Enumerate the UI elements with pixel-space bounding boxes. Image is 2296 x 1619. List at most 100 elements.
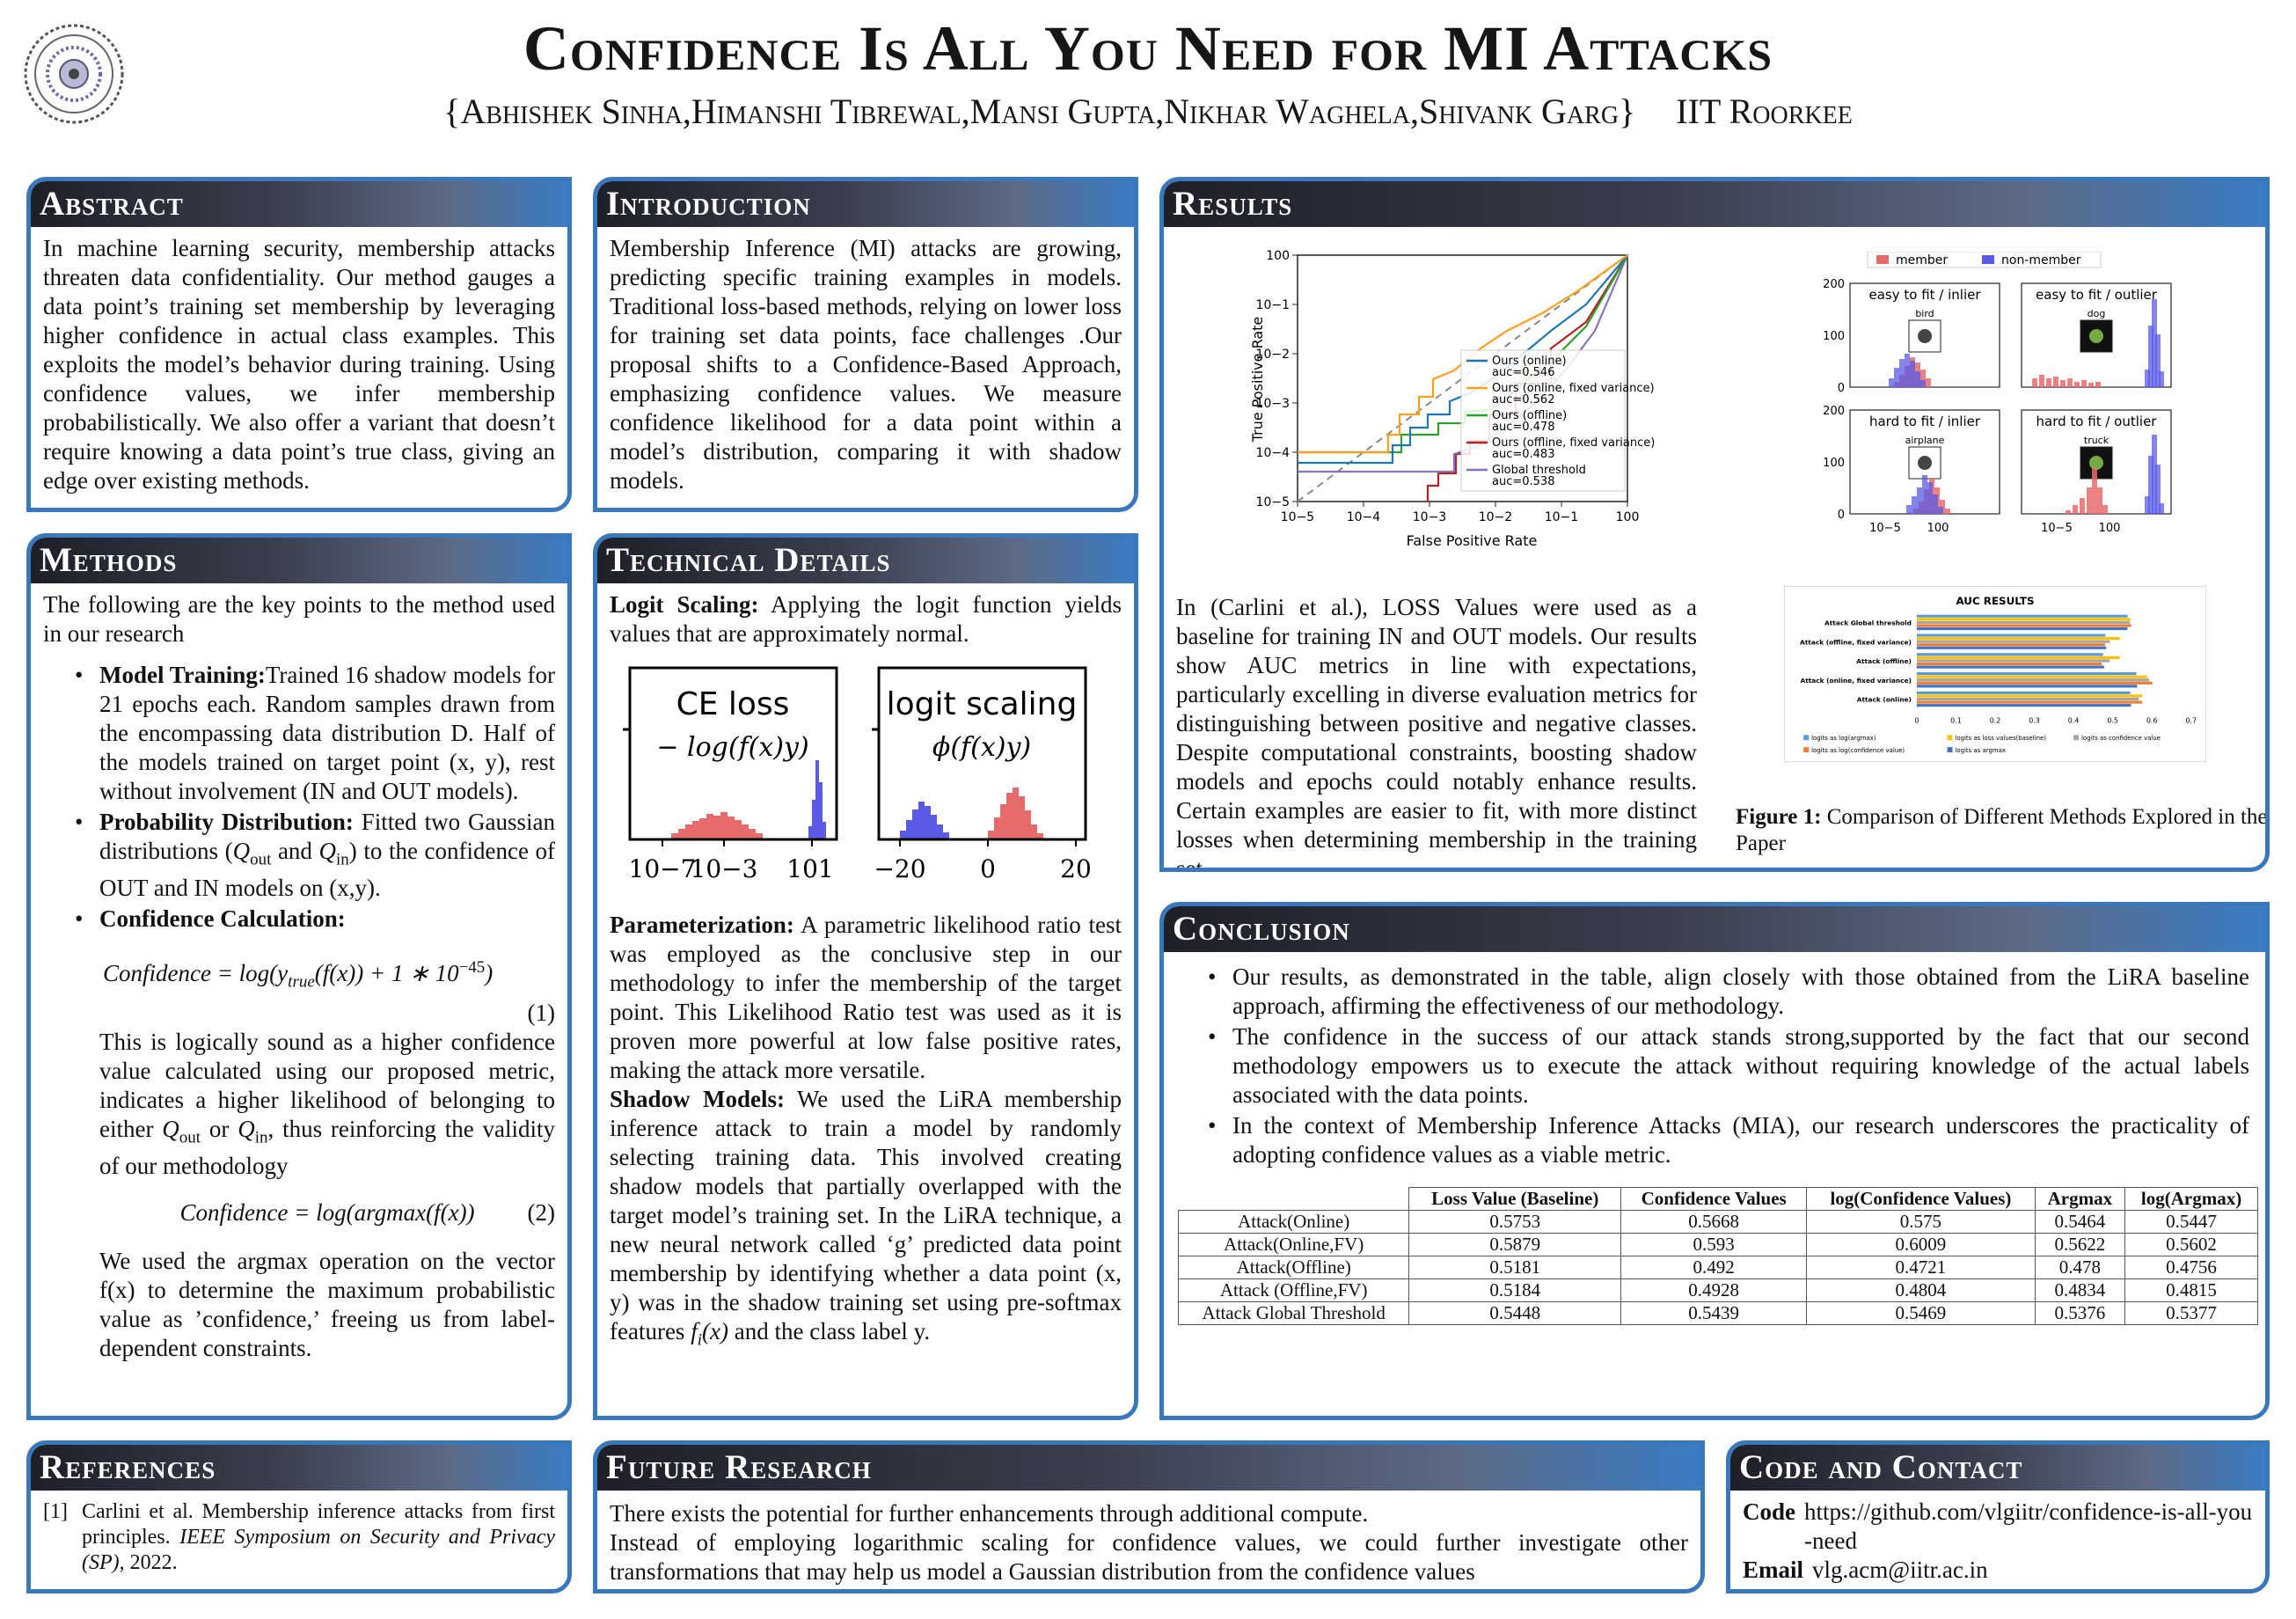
section-title: Methods	[31, 538, 567, 583]
email-row: Email vlg.acm@iitr.ac.in	[1743, 1557, 1988, 1583]
auc-bar	[1916, 697, 2139, 701]
results-table-wrap: Loss Value (Baseline) Confidence Values lo…	[1176, 1187, 2258, 1325]
table-cell: 0.5753	[1408, 1210, 1622, 1234]
auc-bar	[1916, 626, 2128, 631]
roc-legend-name: Ours (offline)	[1492, 409, 1567, 422]
table-row: Attack(Online) 0.5753 0.5668 0.575 0.5464 0.5…	[1177, 1210, 2258, 1234]
future-line-2: Instead of employing logarithmic scaling…	[610, 1529, 1688, 1585]
auc-bar	[1916, 637, 2120, 641]
section-title: Abstract	[31, 181, 567, 227]
roc-curve-plot: True Positive Rate False Positive Rate 1…	[1249, 249, 1655, 549]
row-label: Attack(Offline)	[1177, 1256, 1410, 1279]
roc-ytick-label: 100	[1266, 249, 1290, 263]
roc-ytick-label: 10−3	[1256, 397, 1290, 411]
methods-intro: The following are the key points to the …	[43, 591, 555, 647]
roc-ytick-label: 10−1	[1256, 298, 1290, 312]
auc-bar	[1916, 681, 2153, 685]
ce-member-hist	[671, 812, 763, 839]
table-cell: 0.492	[1620, 1256, 1808, 1279]
future-line-1: There exists the potential for further e…	[610, 1500, 1369, 1527]
table-header: Loss Value (Baseline)	[1408, 1187, 1622, 1211]
roc-legend-name: Global threshold	[1492, 464, 1586, 477]
auc-bar	[1916, 643, 2105, 647]
auc-bar	[1916, 691, 2131, 694]
section-title: Code and Contact	[1730, 1445, 2265, 1491]
table-cell: 0.593	[1620, 1233, 1808, 1256]
table-cell: 0.5447	[2124, 1210, 2258, 1234]
abstract-section: Abstract In machine learning security, m…	[26, 177, 572, 512]
introduction-text: Membership Inference (MI) attacks are gr…	[610, 235, 1122, 494]
table-cell: 0.478	[2034, 1256, 2126, 1279]
results-table: Loss Value (Baseline) Confidence Values lo…	[1177, 1187, 2258, 1325]
auc-xtick-label: 0.5	[2107, 716, 2118, 724]
roc-xtick-label: 10−3	[1413, 510, 1446, 524]
table-row: Attack(Online,FV) 0.5879 0.593 0.6009 0.5622…	[1177, 1233, 2258, 1256]
auc-xtick-label: 0	[1914, 716, 1919, 724]
auc-bar	[1916, 662, 2102, 666]
list-item: Our results, as demonstrated in the tabl…	[1208, 963, 2249, 1021]
parameterization-text: Parameterization: A parametric likelihoo…	[610, 912, 1122, 1083]
table-cell: 0.5879	[1408, 1233, 1622, 1256]
auc-bar	[1916, 678, 2150, 682]
ce-tick-label: 10−3	[691, 854, 758, 883]
row-label: Attack (Offline,FV)	[1177, 1278, 1410, 1302]
auc-legend-label: logits as confidence value	[2081, 735, 2161, 742]
table-cell: 0.5376	[2034, 1301, 2126, 1325]
table-cell: 0.4834	[2034, 1278, 2126, 1302]
logit-member-hist	[988, 788, 1043, 839]
ce-tick-label: 101	[786, 854, 833, 883]
hist-panel-title: hard to fit / outlier	[2036, 414, 2158, 429]
table-cell: 0.575	[1806, 1210, 2036, 1234]
future-research-section: Future Research There exists the potenti…	[593, 1440, 1705, 1593]
section-title: References	[31, 1445, 567, 1491]
logit-figure: CE loss − log(f(x)y) 10−7 10−3 101 logit…	[623, 666, 1092, 883]
roc-legend-name: Ours (online)	[1492, 355, 1567, 368]
logit-formula: ϕ(f(x)y)	[932, 732, 1031, 763]
reference-1: [1] Carlini et al. Membership inference a…	[43, 1500, 555, 1574]
equation-2-number: (2)	[527, 1199, 555, 1227]
equation-1-formula: Confidence = log(ytrue(f(x)) + 1 ∗ 10−45…	[103, 958, 494, 992]
auc-xtick-label: 0.2	[1990, 716, 2001, 724]
fi-x: fi(x)	[691, 1318, 728, 1350]
auc-xtick-label: 0.6	[2146, 716, 2158, 724]
hist-panel-title: easy to fit / inlier	[1868, 287, 1981, 303]
auc-chart-title: AUC RESULTS	[1956, 595, 2034, 607]
roc-xtick-label: 10−2	[1479, 510, 1512, 524]
poster-header: Confidence Is All You Need for MI Attack…	[0, 0, 2296, 167]
table-header: Confidence Values	[1620, 1187, 1808, 1211]
logit-nonmember-hist	[900, 802, 949, 839]
auc-results-chart: AUC RESULTS Attack Global threshold Attac…	[1784, 586, 2206, 762]
code-link[interactable]: https://github.com/vlgiitr/confidence-is…	[1804, 1498, 2253, 1554]
roc-ylabel: True Positive Rate	[1249, 317, 1266, 443]
auc-category-label: Attack (offline)	[1856, 657, 1912, 665]
logit-title: logit scaling	[887, 686, 1078, 722]
code-contact-section: Code and Contact Code https://github.com/…	[1726, 1440, 2270, 1593]
auc-bar	[1916, 685, 2138, 688]
thumb-label: dog	[2088, 308, 2106, 319]
hist-xtick-label: 100	[1927, 522, 1949, 533]
thumb-label: bird	[1915, 308, 1934, 319]
table-cell: 0.4721	[1806, 1256, 2036, 1279]
roc-legend-auc: auc=0.546	[1492, 366, 1554, 379]
auc-category-label: Attack Global threshold	[1824, 619, 1912, 627]
hist-ytick-label: 200	[1823, 278, 1845, 291]
row-label: Attack(Online)	[1177, 1210, 1410, 1234]
auc-category-label: Attack (offline, fixed variance)	[1800, 638, 1912, 646]
references-section: References [1] Carlini et al. Membership …	[26, 1440, 572, 1593]
roc-line-online	[1298, 254, 1628, 465]
roc-legend-name: Ours (offline, fixed variance)	[1492, 436, 1655, 450]
poster-title: Confidence Is All You Need for MI Attack…	[523, 13, 1773, 84]
hist-ytick-label: 100	[1823, 330, 1845, 343]
roc-ytick-label: 10−2	[1256, 348, 1290, 362]
methods-bullets: Model Training:Trained 16 shadow models …	[43, 661, 555, 934]
hist-ytick-label: 200	[1823, 405, 1845, 418]
table-cell: 0.5668	[1620, 1210, 1808, 1234]
equation-2-formula: Confidence = log(argmax(f(x))	[179, 1199, 475, 1227]
auc-bar	[1916, 672, 2137, 676]
table-cell: 0.4756	[2124, 1256, 2258, 1279]
roc-ytick-label: 10−4	[1256, 446, 1291, 460]
auc-legend-label: logits as loss values(baseline)	[1955, 735, 2046, 742]
email-link[interactable]: vlg.acm@iitr.ac.in	[1812, 1557, 1988, 1583]
row-label: Attack(Online,FV)	[1177, 1233, 1410, 1256]
section-title: Results	[1164, 181, 2265, 227]
